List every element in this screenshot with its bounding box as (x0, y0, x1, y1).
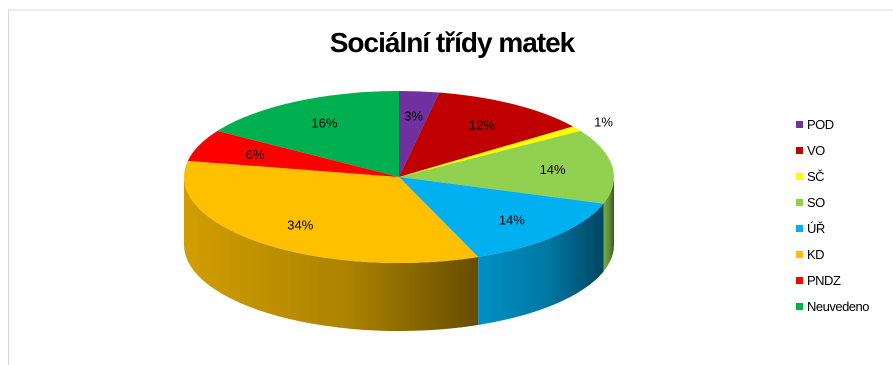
legend-label-so: SO (807, 195, 825, 210)
legend-swatch-vo (796, 147, 803, 154)
legend-label-vo: VO (807, 143, 825, 158)
chart-title: Sociální třídy matek (330, 27, 576, 58)
legend-swatch-úř (796, 225, 803, 232)
data-label-sč: 1% (594, 114, 613, 129)
data-label-vo: 12% (469, 118, 495, 133)
legend-swatch-pod (796, 121, 803, 128)
data-label-so: 14% (540, 162, 566, 177)
data-label-kd: 34% (287, 218, 313, 233)
data-label-úř: 14% (499, 212, 525, 227)
pie-side-úř (478, 203, 604, 325)
legend-label-sč: SČ (807, 169, 824, 184)
data-label-pndz: 6% (246, 147, 265, 162)
legend-swatch-pndz (796, 277, 803, 284)
pie-labels: 3% 12% 1% 14% 14% 34% 6% 16% (246, 108, 614, 232)
pie-slice-sč (399, 126, 581, 177)
pie-slice-pndz (187, 130, 399, 177)
legend-label-pod: POD (807, 117, 834, 132)
pie-side-kd (184, 177, 479, 332)
pie-slice-vo (399, 92, 573, 177)
pie-slice-kd (183, 160, 479, 263)
data-label-neuvedeno: 16% (311, 116, 337, 131)
data-label-pod: 3% (404, 108, 423, 123)
pie-slice-so (399, 130, 614, 204)
legend: POD VO SČ SO ÚŘ KD PNDZ Neuvedeno (796, 117, 870, 314)
legend-label-kd: KD (807, 247, 824, 262)
pie-slice-pod (399, 91, 440, 177)
legend-swatch-neuvedeno (796, 303, 803, 310)
pie-slice-neuvedeno (217, 91, 399, 177)
legend-label-úř: ÚŘ (807, 221, 825, 236)
legend-label-neuvedeno: Neuvedeno (807, 299, 869, 314)
legend-swatch-kd (796, 251, 803, 258)
pie-sides (184, 177, 614, 332)
legend-swatch-sč (796, 173, 803, 180)
legend-label-pndz: PNDZ (807, 273, 841, 288)
pie-side-so (603, 177, 614, 272)
pie-slice-úř (399, 177, 604, 257)
legend-swatch-so (796, 199, 803, 206)
pie-tops (183, 91, 614, 263)
